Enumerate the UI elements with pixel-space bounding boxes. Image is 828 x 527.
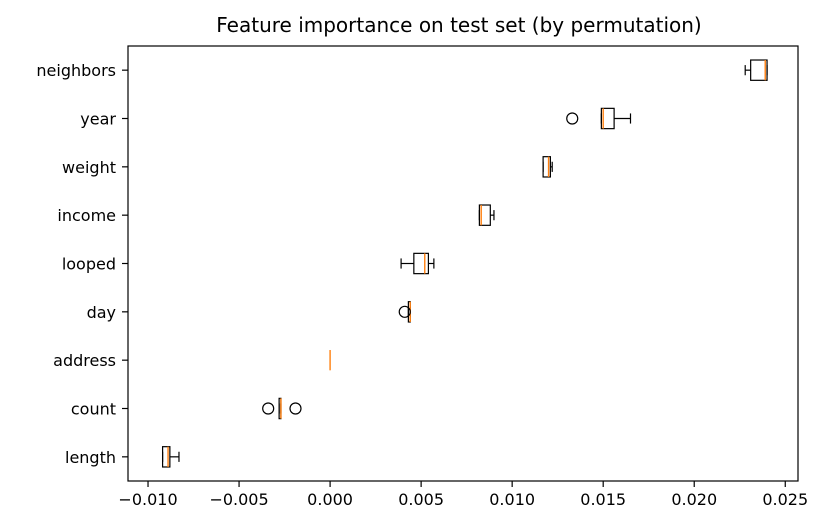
box-iqr (413, 252, 430, 275)
y-tick-label: income (57, 206, 116, 225)
plot-area-frame (127, 45, 799, 482)
y-tick-label: looped (62, 255, 116, 274)
x-axis: −0.010 −0.005 0.000 0.005 0.010 0.015 0.020 0.0… (118, 481, 808, 509)
y-axis: neighbors year weight income looped day addres… (36, 61, 128, 467)
x-tick-label: 0.010 (489, 490, 535, 509)
boxes-layer (161, 59, 768, 468)
flier-point (566, 112, 579, 125)
y-tick-label: length (65, 448, 116, 467)
box-weight (542, 156, 553, 178)
x-tick-label: −0.010 (118, 490, 177, 509)
x-tick-label: 0.020 (671, 490, 717, 509)
box-looped (400, 252, 435, 275)
box-iqr (478, 204, 491, 226)
box-day (398, 301, 411, 323)
flier-point (262, 402, 275, 415)
box-iqr (161, 446, 171, 468)
flier-point (398, 305, 411, 318)
flier-point (289, 402, 302, 415)
box-iqr (750, 59, 768, 81)
box-neighbors (744, 59, 768, 81)
y-tick-label: day (87, 303, 116, 322)
box-income (478, 204, 495, 226)
y-tick-label: count (71, 400, 116, 419)
y-tick-label: neighbors (36, 61, 116, 80)
x-tick-label: 0.015 (580, 490, 626, 509)
y-tick-label: address (53, 351, 116, 370)
y-tick-label: year (80, 110, 116, 129)
box-length (161, 446, 180, 468)
x-tick-label: 0.000 (307, 490, 353, 509)
x-tick-label: 0.025 (762, 490, 808, 509)
box-year (566, 107, 632, 130)
x-tick-label: −0.005 (209, 490, 268, 509)
box-count (262, 397, 302, 420)
box-iqr (542, 156, 551, 178)
y-tick-label: weight (62, 158, 116, 177)
x-tick-label: 0.005 (398, 490, 444, 509)
chart-title: Feature importance on test set (by permu… (216, 13, 701, 37)
box-iqr (600, 107, 615, 130)
